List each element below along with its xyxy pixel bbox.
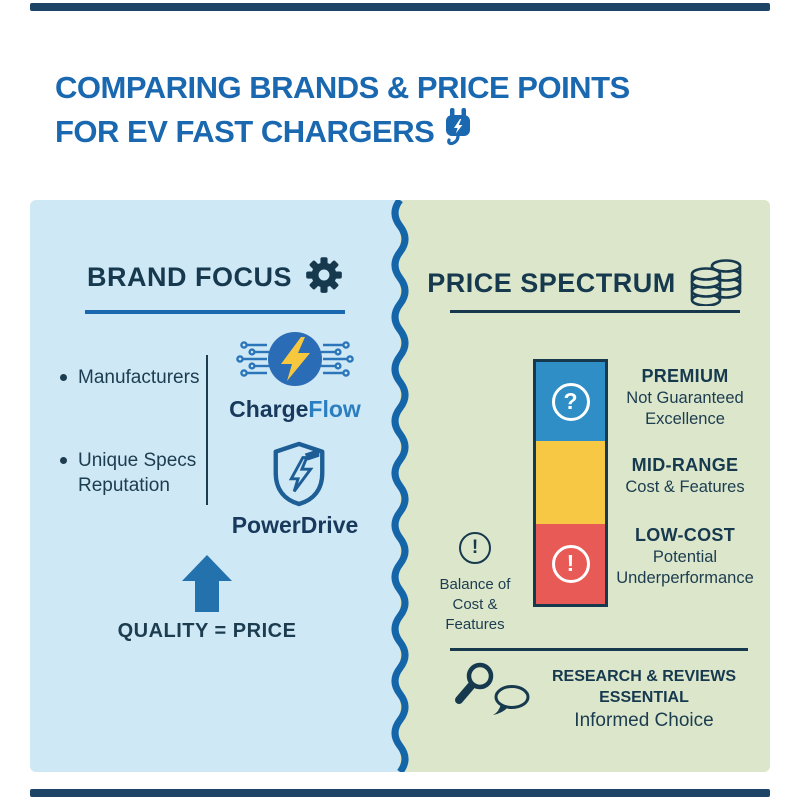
low-cost-tier-label: LOW-COST <box>634 525 736 545</box>
ev-plug-icon <box>443 108 473 160</box>
bullet-dot <box>60 457 67 464</box>
bullet-unique-specs-label: Unique Specs Reputation <box>78 450 197 496</box>
low-cost-note-line1: Potential <box>652 548 718 566</box>
footer-divider <box>450 648 748 651</box>
price-spectrum-underline <box>450 310 740 313</box>
balance-annotation: ! Balance of Cost & Features <box>429 532 521 635</box>
quality-price-tagline: QUALITY = PRICE <box>117 620 297 642</box>
premium-tier-label: PREMIUM <box>641 366 729 386</box>
brand-focus-header: BRAND FOCUS <box>30 256 400 299</box>
price-spectrum-title: PRICE SPECTRUM <box>427 268 676 298</box>
low-cost-label-block: LOW-COST Potential Underperformance <box>615 524 755 589</box>
gear-icon <box>305 256 343 299</box>
question-mark-icon: ? <box>551 382 590 421</box>
brand-panel-divider <box>206 355 208 505</box>
brand-focus-panel: BRAND FOCUS Manufacturers Unique Specs R… <box>30 200 400 772</box>
bullet-dot <box>60 374 67 381</box>
bullet-manufacturers: Manufacturers <box>60 365 199 390</box>
powerdrive-wordmark: PowerDrive <box>231 512 359 538</box>
chargeflow-logo-icon <box>235 328 355 395</box>
low-cost-note-line2: Underperformance <box>616 569 754 587</box>
premium-label-block: PREMIUM Not Guaranteed Excellence <box>615 365 755 430</box>
mid-range-tier-label: MID-RANGE <box>631 455 739 475</box>
mid-range-label-block: MID-RANGE Cost & Features <box>615 454 755 498</box>
magnifier-icon <box>452 660 500 713</box>
title-line-1: COMPARING BRANDS & PRICE POINTS <box>55 70 630 105</box>
bottom-accent-bar <box>30 789 770 797</box>
research-line-2: ESSENTIAL <box>599 689 689 706</box>
up-arrow-icon <box>182 555 232 617</box>
title-line-2: FOR EV FAST CHARGERS <box>55 108 630 160</box>
research-line-3: Informed Choice <box>574 710 714 731</box>
premium-note-line2: Excellence <box>645 410 725 428</box>
price-spectrum-bar: ? ! <box>533 359 608 607</box>
bullet-unique-specs: Unique Specs Reputation <box>60 448 196 498</box>
research-icons <box>450 658 542 722</box>
wavy-divider <box>387 197 413 777</box>
coins-icon <box>689 256 743 311</box>
bullet-manufacturers-label: Manufacturers <box>78 367 200 388</box>
mid-range-segment <box>536 441 605 524</box>
brand-focus-title: BRAND FOCUS <box>87 262 292 292</box>
price-spectrum-panel: PRICE SPECTRUM ? ! PRE <box>400 200 770 772</box>
balance-exclamation-icon: ! <box>459 532 491 564</box>
premium-segment: ? <box>536 362 605 442</box>
brand-focus-underline <box>85 310 345 314</box>
premium-note-line1: Not Guaranteed <box>626 389 744 407</box>
chargeflow-wordmark: ChargeFlow <box>229 396 361 422</box>
price-spectrum-header: PRICE SPECTRUM <box>400 256 770 311</box>
page-title: COMPARING BRANDS & PRICE POINTS FOR EV F… <box>55 68 630 160</box>
powerdrive-logo-icon <box>268 440 330 513</box>
exclamation-mark-icon: ! <box>551 544 590 583</box>
low-cost-segment: ! <box>536 523 605 604</box>
balance-label: Balance of Cost & Features <box>439 576 511 633</box>
research-reviews-block: RESEARCH & REVIEWS ESSENTIAL Informed Ch… <box>530 666 758 734</box>
top-accent-bar <box>30 3 770 11</box>
research-line-1: RESEARCH & REVIEWS <box>551 668 737 685</box>
speech-bubble-icon <box>488 684 532 725</box>
mid-range-note-line1: Cost & Features <box>625 478 745 496</box>
